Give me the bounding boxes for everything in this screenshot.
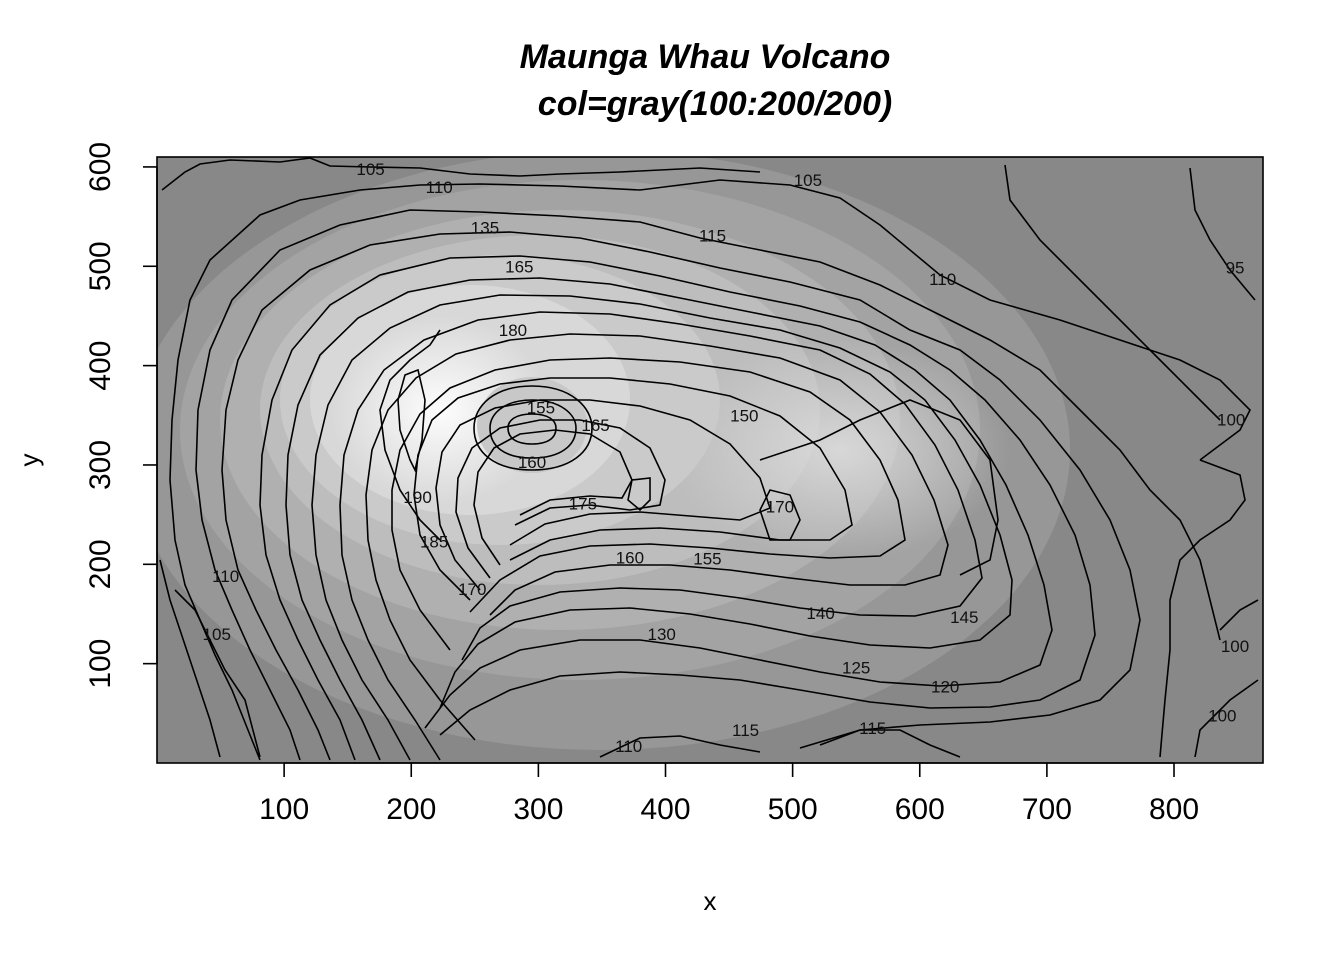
contour-line-190 [397, 368, 426, 473]
contour-line-east-lobe [759, 399, 999, 576]
contour-line-140 [339, 311, 983, 761]
contour-line-ne-95 [1189, 167, 1256, 301]
x-tick-label: 600 [895, 793, 945, 826]
y-tick-label: 300 [84, 440, 117, 490]
contour-label: 100 [1208, 706, 1236, 725]
contour-label: 160 [616, 548, 644, 567]
contour-line-185 [379, 329, 441, 541]
contour-line-135 [311, 294, 1013, 761]
contour-line-se-100a [1219, 599, 1259, 631]
contour-label: 140 [806, 604, 834, 623]
contour-line-165 [455, 419, 666, 579]
contour-label: 95 [1226, 258, 1245, 277]
contour-label: 115 [732, 721, 759, 740]
contour-line-outer-w [159, 559, 221, 758]
contour-line-170 [473, 429, 633, 566]
contour-line-south-115 [599, 735, 761, 758]
contour-label: 190 [403, 488, 431, 507]
contour-label: 105 [356, 160, 384, 179]
contour-line-se-100b [1194, 679, 1259, 758]
y-tick-label: 400 [84, 341, 117, 391]
contour-line-ne-100 [1004, 164, 1221, 421]
contour-label: 165 [505, 257, 533, 276]
y-tick-label: 200 [84, 539, 117, 589]
contour-line-sw-105 [174, 589, 261, 758]
contour-line-south-115b [819, 729, 961, 758]
contour-line-130 [285, 277, 1053, 761]
shade-east [670, 340, 1010, 560]
contour-label: 100 [1217, 410, 1245, 429]
contour-line-115 [195, 209, 1221, 761]
contour-label: 165 [581, 416, 609, 435]
x-tick-label: 300 [513, 793, 563, 826]
contour-label: 120 [931, 678, 959, 697]
contour-line-east-170 [759, 489, 801, 541]
contour-label: 150 [730, 406, 758, 425]
contour-label: 105 [203, 625, 231, 644]
contour-line-outer-nw [161, 157, 761, 191]
contour-label: 160 [518, 453, 546, 472]
contour-label: 110 [929, 270, 956, 289]
contour-label: 135 [471, 219, 499, 238]
y-axis: 100 200 300 400 500 600 [84, 142, 158, 689]
x-axis: 100 200 300 400 500 600 700 800 [259, 762, 1199, 826]
contour-label: 110 [615, 737, 642, 756]
contour-label: 105 [794, 171, 822, 190]
contour-line-crater-outer [473, 385, 593, 471]
x-tick-label: 800 [1149, 793, 1199, 826]
x-axis-title: x [704, 886, 717, 916]
chart-subtitle: col=gray(100:200/200) [538, 85, 892, 123]
contour-line-se-east [1159, 459, 1246, 758]
contour-line-110 [169, 179, 1251, 761]
contour-lines [159, 157, 1259, 761]
contour-label: 100 [1221, 637, 1249, 656]
y-axis-title: y [14, 454, 44, 467]
contour-label: 185 [420, 532, 448, 551]
contour-line-crater-mid [489, 399, 577, 459]
x-tick-label: 100 [259, 793, 309, 826]
contour-labels: 105 110 135 165 180 155 165 160 175 190 185 170 160 1… [203, 160, 1250, 756]
shade-crater [477, 377, 587, 473]
contour-line-120 [221, 231, 1141, 761]
contour-label: 110 [426, 178, 453, 197]
contour-label: 180 [499, 321, 527, 340]
contour-line-east-small [627, 477, 651, 512]
contour-label: 170 [458, 580, 486, 599]
contour-label: 155 [693, 549, 721, 568]
contour-label: 115 [699, 226, 726, 245]
contour-label: 170 [766, 498, 794, 517]
y-tick-label: 600 [84, 142, 117, 192]
chart-title: Maunga Whau Volcano [520, 38, 891, 76]
contour-line-160 [435, 399, 771, 591]
x-tick-label: 200 [386, 793, 436, 826]
contour-label: 155 [527, 398, 555, 417]
contour-label: 130 [648, 625, 676, 644]
contour-label: 175 [569, 495, 597, 514]
contour-line-145 [365, 333, 949, 741]
contour-line-155 [413, 377, 853, 601]
x-tick-label: 500 [768, 793, 818, 826]
contour-label: 115 [859, 719, 886, 738]
plot-area: 105 110 135 165 180 155 165 160 175 190 185 170 160 1… [157, 157, 1263, 763]
contour-label: 110 [212, 567, 239, 586]
x-tick-label: 400 [640, 793, 690, 826]
y-tick-label: 500 [84, 241, 117, 291]
contour-line-crater-inner [507, 413, 557, 445]
y-tick-label: 100 [84, 639, 117, 689]
x-tick-label: 700 [1022, 793, 1072, 826]
contour-label: 145 [950, 608, 978, 627]
contour-label: 125 [842, 659, 870, 678]
contour-line-125 [259, 255, 1096, 761]
